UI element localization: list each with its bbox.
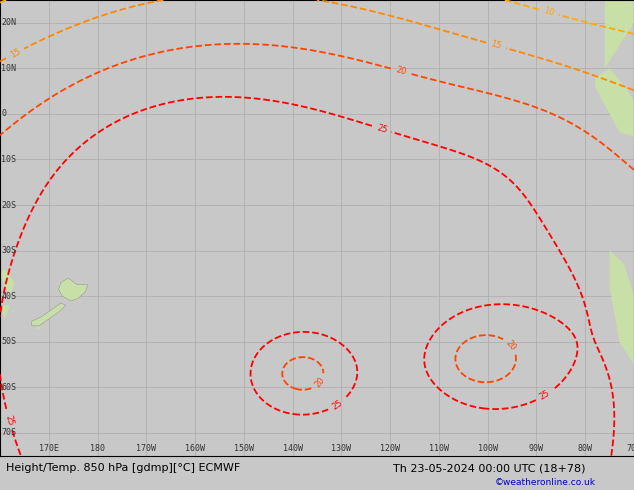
Text: 15: 15 (8, 47, 22, 60)
Text: 30S: 30S (1, 246, 16, 255)
Text: 0: 0 (1, 109, 6, 119)
Text: 20S: 20S (1, 200, 16, 210)
Text: 70W: 70W (626, 444, 634, 453)
Polygon shape (605, 0, 634, 69)
Text: 120W: 120W (380, 444, 400, 453)
Polygon shape (0, 269, 15, 296)
Text: Height/Temp. 850 hPa [gdmp][°C] ECMWF: Height/Temp. 850 hPa [gdmp][°C] ECMWF (6, 463, 240, 473)
Polygon shape (595, 69, 634, 137)
Text: 50S: 50S (1, 337, 16, 346)
Text: 170W: 170W (136, 444, 157, 453)
Text: 140W: 140W (283, 444, 302, 453)
Text: 20: 20 (504, 339, 518, 352)
Text: 10: 10 (543, 6, 555, 18)
Text: 20: 20 (313, 376, 327, 390)
Text: 20N: 20N (1, 18, 16, 27)
Text: 25: 25 (4, 415, 15, 427)
Text: 15: 15 (490, 40, 502, 51)
Text: 25: 25 (538, 389, 552, 402)
Text: 20: 20 (394, 66, 407, 77)
Text: ©weatheronline.co.uk: ©weatheronline.co.uk (495, 478, 595, 487)
Text: 70S: 70S (1, 428, 16, 438)
Text: 170E: 170E (39, 444, 59, 453)
Text: 90W: 90W (529, 444, 544, 453)
Text: 160W: 160W (185, 444, 205, 453)
Text: 110W: 110W (429, 444, 449, 453)
Text: 60S: 60S (1, 383, 16, 392)
Text: 25: 25 (330, 398, 344, 411)
Text: 10S: 10S (1, 155, 16, 164)
Polygon shape (0, 305, 10, 319)
Polygon shape (36, 326, 40, 329)
Text: 80W: 80W (578, 444, 593, 453)
Text: 40S: 40S (1, 292, 16, 301)
Polygon shape (32, 303, 66, 326)
Text: Th 23-05-2024 00:00 UTC (18+78): Th 23-05-2024 00:00 UTC (18+78) (393, 463, 586, 473)
Text: 10N: 10N (1, 64, 16, 73)
Text: 180: 180 (90, 444, 105, 453)
Text: 25: 25 (375, 123, 388, 135)
Polygon shape (610, 251, 634, 365)
Text: 100W: 100W (477, 444, 498, 453)
Polygon shape (58, 278, 87, 301)
Text: 150W: 150W (234, 444, 254, 453)
Text: 130W: 130W (332, 444, 351, 453)
